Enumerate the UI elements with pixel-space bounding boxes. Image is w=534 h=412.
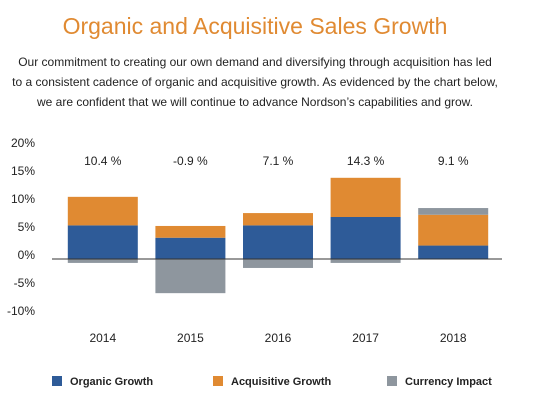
x-tick-label: 2014 — [89, 331, 116, 345]
bar-segment — [155, 237, 226, 259]
total-label: 14.3 % — [347, 154, 385, 168]
bar-segment — [418, 208, 489, 215]
bar-segment — [418, 214, 489, 246]
total-label: 10.4 % — [84, 154, 122, 168]
bar-segment — [243, 225, 313, 259]
legend-swatch — [213, 376, 223, 386]
y-tick-label: 0% — [18, 248, 36, 262]
y-tick-label: -10% — [7, 304, 35, 318]
bar-segment — [243, 213, 313, 226]
bar-segment — [155, 225, 226, 238]
y-tick-label: -5% — [14, 276, 36, 290]
legend-swatch — [387, 376, 397, 386]
chart-title: Organic and Acquisitive Sales Growth — [63, 13, 448, 39]
x-tick-label: 2015 — [177, 331, 204, 345]
legend-label: Organic Growth — [70, 376, 153, 388]
bar-segment — [243, 259, 313, 268]
total-label: 7.1 % — [263, 154, 294, 168]
y-tick-label: 10% — [11, 192, 35, 206]
subtitle: we are confident that we will continue t… — [36, 95, 473, 109]
subtitle: to a consistent cadence of organic and a… — [12, 75, 498, 89]
x-tick-label: 2016 — [265, 331, 292, 345]
x-tick-label: 2018 — [440, 331, 467, 345]
subtitle: Our commitment to creating our own deman… — [18, 55, 492, 69]
x-tick-label: 2017 — [352, 331, 379, 345]
bar-segment — [67, 225, 138, 259]
legend-label: Acquisitive Growth — [231, 376, 332, 388]
bar-segment — [67, 196, 138, 226]
bar-segment — [330, 259, 401, 263]
bar-segment — [330, 217, 401, 259]
y-tick-label: 5% — [18, 220, 36, 234]
total-label: 9.1 % — [438, 154, 469, 168]
legend-label: Currency Impact — [405, 376, 492, 388]
bar-segment — [330, 177, 401, 217]
legend-swatch — [52, 376, 62, 386]
bar-segment — [155, 259, 226, 294]
y-tick-label: 20% — [11, 136, 35, 150]
bar-segment — [418, 245, 489, 259]
y-tick-label: 15% — [11, 164, 35, 178]
bar-segment — [67, 259, 138, 263]
total-label: -0.9 % — [173, 154, 208, 168]
